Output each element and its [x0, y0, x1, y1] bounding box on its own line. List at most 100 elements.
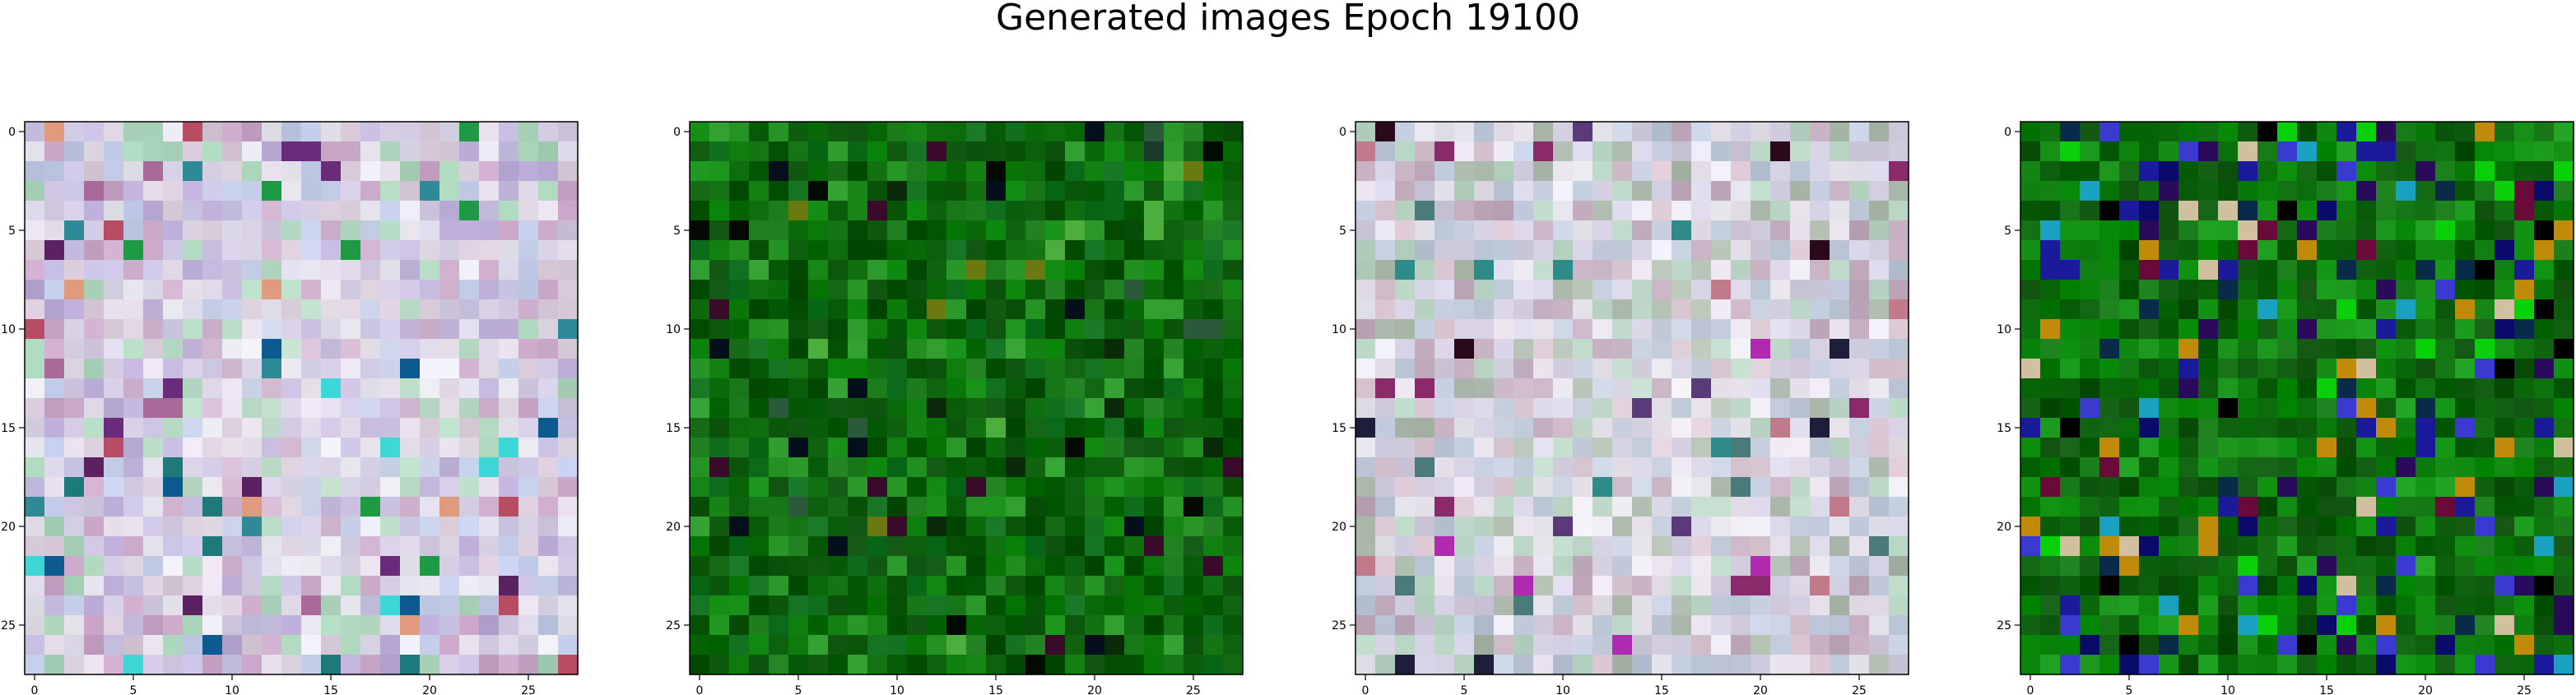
pixel [2396, 260, 2416, 280]
pixel [439, 141, 460, 162]
pixel [380, 655, 401, 675]
pixel [2080, 339, 2100, 359]
pixel [1375, 457, 1396, 478]
pixel [1751, 339, 1771, 359]
pixel [867, 635, 888, 656]
x-tick-label: 10 [890, 684, 904, 695]
pixel [400, 260, 421, 280]
pixel [1869, 517, 1890, 537]
pixel [2416, 299, 2436, 320]
pixel [1494, 576, 1514, 596]
pixel [2238, 359, 2258, 379]
pixel [986, 536, 1007, 557]
pixel [1889, 280, 1909, 300]
pixel [2514, 655, 2535, 675]
pixel [1711, 141, 1732, 162]
pixel [2257, 615, 2278, 636]
pixel [1751, 536, 1771, 557]
pixel [1869, 398, 1890, 419]
pixel [1770, 299, 1791, 320]
pixel [2455, 615, 2476, 636]
pixel [518, 398, 539, 419]
pixel [2297, 655, 2318, 675]
pixel [2455, 240, 2476, 261]
pixel [887, 497, 908, 517]
pixel [341, 220, 361, 241]
pixel [1593, 181, 1613, 202]
pixel [1223, 319, 1244, 340]
pixel [281, 418, 302, 438]
y-tick-label: 10 [1, 323, 16, 336]
pixel [966, 378, 987, 399]
pixel [1711, 240, 1732, 261]
pixel [2376, 378, 2397, 399]
pixel [1375, 655, 1396, 675]
pixel [769, 181, 789, 202]
pixel [1790, 517, 1811, 537]
pixel [2178, 161, 2199, 182]
y-tick-label: 0 [1339, 126, 1346, 139]
pixel [927, 536, 947, 557]
pixel [1494, 418, 1514, 438]
pixel [1790, 181, 1811, 202]
pixel [1573, 418, 1593, 438]
pixel [2099, 299, 2120, 320]
pixel [2040, 201, 2061, 221]
pixel [2060, 517, 2081, 537]
pixel [163, 576, 184, 596]
pixel [1203, 240, 1224, 261]
pixel [2435, 339, 2456, 359]
pixel [1085, 517, 1105, 537]
pixel [1474, 398, 1495, 419]
pixel [459, 122, 480, 142]
pixel [1691, 299, 1712, 320]
pixel [1533, 635, 1554, 656]
pixel [479, 438, 500, 458]
pixel [1514, 378, 1534, 399]
pixel [1415, 438, 1435, 458]
pixel [2416, 161, 2436, 182]
pixel [25, 655, 45, 675]
pixel [341, 418, 361, 438]
pixel [1810, 181, 1830, 202]
pixel [360, 201, 381, 221]
pixel [400, 398, 421, 419]
pixel [2060, 220, 2081, 241]
pixel [2040, 517, 2061, 537]
pixel [2455, 536, 2476, 557]
pixel [1375, 122, 1396, 142]
pixel [84, 517, 105, 537]
pixel [2534, 595, 2555, 616]
pixel [887, 280, 908, 300]
pixel [2554, 517, 2574, 537]
pixel [163, 517, 184, 537]
pixel [1104, 595, 1125, 616]
pixel [84, 635, 105, 656]
pixel [2119, 438, 2140, 458]
pixel [927, 181, 947, 202]
pixel [2119, 517, 2140, 537]
pixel [2514, 181, 2535, 202]
pixel [380, 280, 401, 300]
pixel [1164, 595, 1184, 616]
pixel [867, 457, 888, 478]
pixel [479, 201, 500, 221]
pixel [2514, 497, 2535, 517]
pixel [1632, 359, 1653, 379]
pixel [1065, 299, 1086, 320]
pixel [1533, 576, 1554, 596]
pixel [123, 457, 144, 478]
pixel [420, 319, 440, 340]
pixel [538, 398, 559, 419]
pixel [1494, 398, 1514, 419]
pixel [163, 378, 184, 399]
pixel [1203, 299, 1224, 320]
pixel [262, 378, 282, 399]
pixel [538, 161, 559, 182]
pixel [986, 615, 1007, 636]
pixel [2475, 576, 2495, 596]
pixel [808, 517, 829, 537]
pixel [1514, 536, 1534, 557]
pixel [420, 299, 440, 320]
pixel [1223, 220, 1244, 241]
